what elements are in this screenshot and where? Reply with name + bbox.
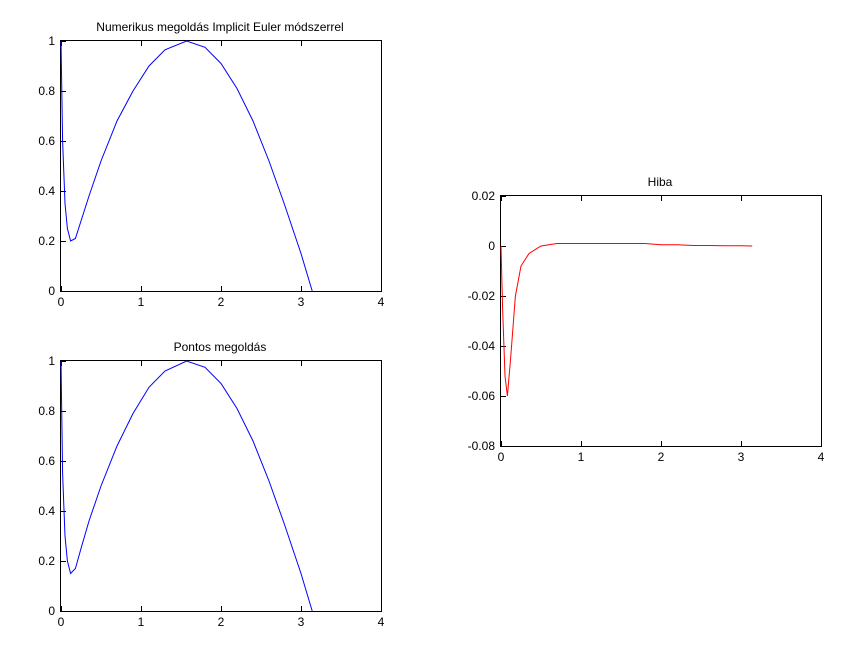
x-tick-label: 1 — [138, 615, 145, 629]
x-tick-label: 1 — [578, 450, 585, 464]
plot-title: Numerikus megoldás Implicit Euler módsze… — [60, 20, 380, 34]
line-series — [501, 196, 821, 446]
axes-box: 01234-0.08-0.06-0.04-0.0200.02 — [500, 195, 822, 447]
y-tick-label: 0.6 — [38, 134, 55, 148]
y-tick — [61, 611, 66, 612]
y-tick-label: 0.4 — [38, 184, 55, 198]
x-tick — [381, 286, 382, 291]
plot-error: Hiba 01234-0.08-0.06-0.04-0.0200.02 — [500, 175, 820, 465]
x-tick-label: 4 — [818, 450, 825, 464]
y-tick-label: 0 — [488, 239, 495, 253]
plot-title: Hiba — [500, 175, 820, 189]
x-tick-label: 2 — [658, 450, 665, 464]
x-tick-label: 2 — [218, 295, 225, 309]
plot-title: Pontos megoldás — [60, 340, 380, 354]
x-tick-label: 0 — [498, 450, 505, 464]
y-tick-label: 1 — [48, 354, 55, 368]
x-tick — [381, 41, 382, 46]
y-tick-label: 0 — [48, 604, 55, 618]
y-tick-label: -0.06 — [468, 389, 495, 403]
y-tick-label: 0.2 — [38, 234, 55, 248]
line-series — [61, 361, 381, 611]
x-tick-label: 0 — [58, 615, 65, 629]
y-tick — [501, 446, 506, 447]
x-tick-label: 4 — [378, 295, 385, 309]
x-tick-label: 0 — [58, 295, 65, 309]
y-tick-label: 0 — [48, 284, 55, 298]
y-tick-label: 0.6 — [38, 454, 55, 468]
x-tick-label: 1 — [138, 295, 145, 309]
y-tick-label: -0.08 — [468, 439, 495, 453]
x-tick — [821, 196, 822, 201]
line-series — [61, 41, 381, 291]
y-tick-label: 0.2 — [38, 554, 55, 568]
y-tick-label: -0.02 — [468, 289, 495, 303]
x-tick-label: 3 — [298, 615, 305, 629]
y-tick-label: 0.02 — [472, 189, 495, 203]
y-tick — [61, 291, 66, 292]
plot-implicit-euler: Numerikus megoldás Implicit Euler módsze… — [60, 20, 380, 310]
x-tick — [381, 606, 382, 611]
x-tick-label: 4 — [378, 615, 385, 629]
x-tick — [821, 441, 822, 446]
x-tick-label: 3 — [738, 450, 745, 464]
y-tick-label: 0.8 — [38, 404, 55, 418]
y-tick-label: 0.8 — [38, 84, 55, 98]
x-tick-label: 3 — [298, 295, 305, 309]
axes-box: 0123400.20.40.60.81 — [60, 40, 382, 292]
x-tick-label: 2 — [218, 615, 225, 629]
y-tick-label: 0.4 — [38, 504, 55, 518]
y-tick-label: 1 — [48, 34, 55, 48]
axes-box: 0123400.20.40.60.81 — [60, 360, 382, 612]
x-tick — [381, 361, 382, 366]
y-tick-label: -0.04 — [468, 339, 495, 353]
plot-exact: Pontos megoldás 0123400.20.40.60.81 — [60, 340, 380, 630]
